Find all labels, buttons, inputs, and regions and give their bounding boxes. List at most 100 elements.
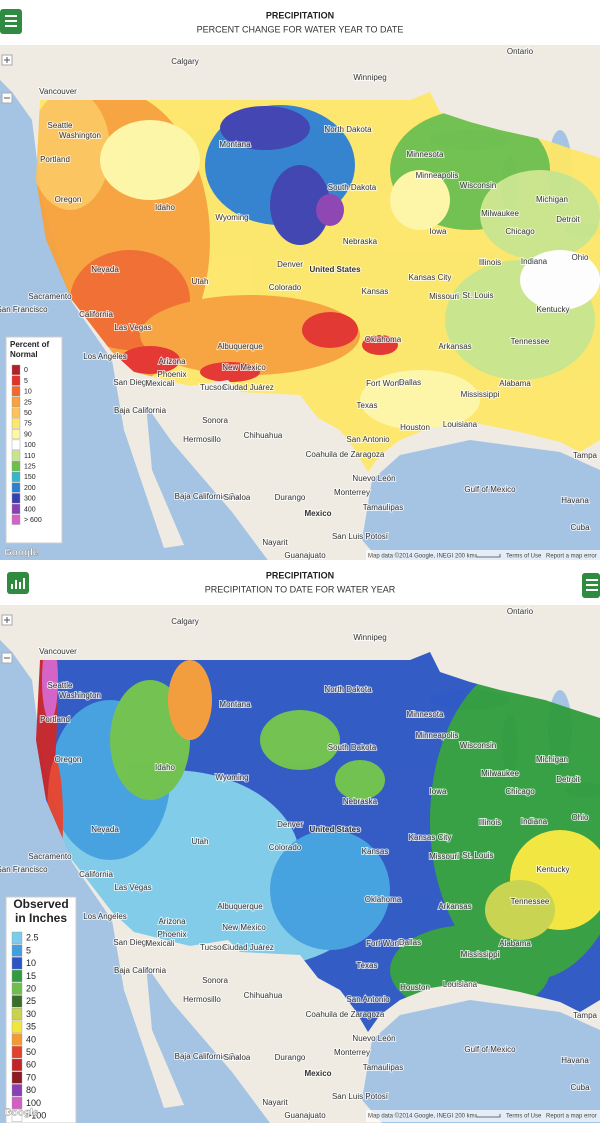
place-label: Texas bbox=[357, 961, 378, 970]
place-label: United States bbox=[309, 265, 361, 274]
place-label: North Dakota bbox=[324, 685, 372, 694]
legend-title: Percent of bbox=[10, 340, 49, 349]
place-label: Baja California Sur bbox=[175, 1052, 242, 1061]
place-label: Wyoming bbox=[215, 213, 248, 222]
google-logo: Google bbox=[4, 1108, 39, 1119]
place-label: Denver bbox=[277, 260, 303, 269]
legend-label: 400 bbox=[24, 506, 36, 513]
map-viewport: Ontario Winnipeg Vancouver SeattleWashingto… bbox=[0, 605, 600, 1123]
place-label: Minnesota bbox=[407, 710, 444, 719]
precip-area bbox=[220, 106, 310, 150]
legend-swatch bbox=[11, 969, 23, 983]
place-label: Chihuahua bbox=[244, 991, 283, 1000]
legend-label: 60 bbox=[26, 1060, 36, 1070]
precip-area bbox=[485, 880, 555, 940]
panel-observed: Ontario Winnipeg Vancouver SeattleWashingto… bbox=[0, 560, 600, 1124]
place-label: Oklahoma bbox=[365, 895, 402, 904]
place-label: Wyoming bbox=[215, 773, 248, 782]
place-label: Montana bbox=[219, 140, 251, 149]
place-label: Illinois bbox=[479, 258, 501, 267]
legend-swatch bbox=[11, 386, 21, 397]
terms-link[interactable]: Terms of Use bbox=[506, 554, 542, 560]
attribution-data: Map data ©2014 Google, INEGI bbox=[368, 1113, 453, 1120]
legend-swatch bbox=[11, 471, 21, 482]
place-label: Tucson bbox=[200, 383, 226, 392]
legend-swatch bbox=[11, 429, 21, 440]
place-label: Ohio bbox=[572, 813, 589, 822]
header bbox=[0, 560, 600, 605]
place-label: Ontario bbox=[507, 47, 534, 56]
place-label: Kansas City bbox=[409, 833, 452, 842]
place-label: Nuevo León bbox=[352, 474, 395, 483]
legend-title: Observed bbox=[13, 897, 68, 911]
precip-area bbox=[390, 170, 450, 230]
chart-button[interactable] bbox=[7, 572, 29, 594]
place-label: Mississippi bbox=[461, 390, 500, 399]
legend-label: 10 bbox=[24, 389, 32, 396]
legend-label: 70 bbox=[26, 1072, 36, 1082]
legend-label: 15 bbox=[26, 971, 36, 981]
attribution-scale: 200 km bbox=[455, 554, 475, 560]
place-label: Utah bbox=[192, 837, 209, 846]
place-label: New Mexico bbox=[222, 923, 266, 932]
legend-label: > 600 bbox=[24, 517, 42, 524]
place-label: Michigan bbox=[536, 755, 568, 764]
place-label: San Luis Potosí bbox=[332, 532, 389, 541]
place-label: Mexico bbox=[304, 1069, 331, 1078]
precip-area bbox=[360, 370, 480, 430]
place-label: Wisconsin bbox=[460, 181, 496, 190]
place-label: Ontario bbox=[507, 607, 534, 616]
place-label: Baja California bbox=[114, 966, 167, 975]
place-label: Winnipeg bbox=[353, 633, 386, 642]
place-label: Cuba bbox=[570, 1083, 590, 1092]
precip-area bbox=[520, 250, 600, 310]
place-label: Utah bbox=[192, 277, 209, 286]
precip-area bbox=[270, 165, 330, 245]
report-link[interactable]: Report a map error bbox=[546, 554, 597, 560]
legend-swatch bbox=[11, 957, 23, 970]
legend-label: >100 bbox=[26, 1111, 46, 1121]
place-label: Detroit bbox=[556, 215, 580, 224]
place-label: Idaho bbox=[155, 763, 176, 772]
place-label: Louisiana bbox=[443, 980, 478, 989]
place-label: South Dakota bbox=[328, 743, 377, 752]
place-label: Ciudad Juárez bbox=[222, 943, 274, 952]
legend-swatch bbox=[11, 375, 21, 386]
place-label: Calgary bbox=[171, 617, 199, 626]
place-label: Guanajuato bbox=[284, 551, 326, 560]
legend-swatch bbox=[11, 503, 21, 515]
place-label: Tampa bbox=[573, 451, 598, 460]
place-label: San Antonio bbox=[346, 995, 390, 1004]
report-link[interactable]: Report a map error bbox=[546, 1114, 597, 1120]
legend-swatch bbox=[11, 995, 23, 1008]
place-label: Seattle bbox=[48, 121, 73, 130]
place-label: Chicago bbox=[505, 787, 535, 796]
precip-area bbox=[362, 335, 398, 355]
legend-label: 25 bbox=[26, 996, 36, 1006]
place-label: Guanajuato bbox=[284, 1111, 326, 1120]
terms-link[interactable]: Terms of Use bbox=[506, 1114, 542, 1120]
menu-icon bbox=[5, 15, 17, 27]
place-label: Denver bbox=[277, 820, 303, 829]
legend-label: 5 bbox=[24, 378, 28, 385]
place-label: Winnipeg bbox=[353, 73, 386, 82]
legend-label: 125 bbox=[24, 463, 36, 470]
precip-area bbox=[42, 652, 58, 720]
place-label: Las Vegas bbox=[114, 323, 151, 332]
place-label: Kansas City bbox=[409, 273, 452, 282]
place-label: Nevada bbox=[91, 825, 119, 834]
legend-swatch bbox=[11, 1046, 23, 1059]
place-label: Houston bbox=[400, 423, 430, 432]
place-label: Colorado bbox=[269, 283, 302, 292]
place-label: Fort Worth bbox=[366, 939, 404, 948]
map-viewport: Ontario Winnipeg Vancouver SeattleWashingto… bbox=[0, 45, 600, 563]
place-label: Kansas bbox=[362, 287, 389, 296]
place-label: Sinaloa bbox=[224, 1053, 251, 1062]
header-title: PRECIPITATION bbox=[266, 10, 334, 20]
legend-swatch bbox=[11, 1033, 23, 1046]
legend-label: 40 bbox=[26, 1034, 36, 1044]
attribution-bg bbox=[366, 1110, 600, 1122]
place-label: Mississippi bbox=[461, 950, 500, 959]
